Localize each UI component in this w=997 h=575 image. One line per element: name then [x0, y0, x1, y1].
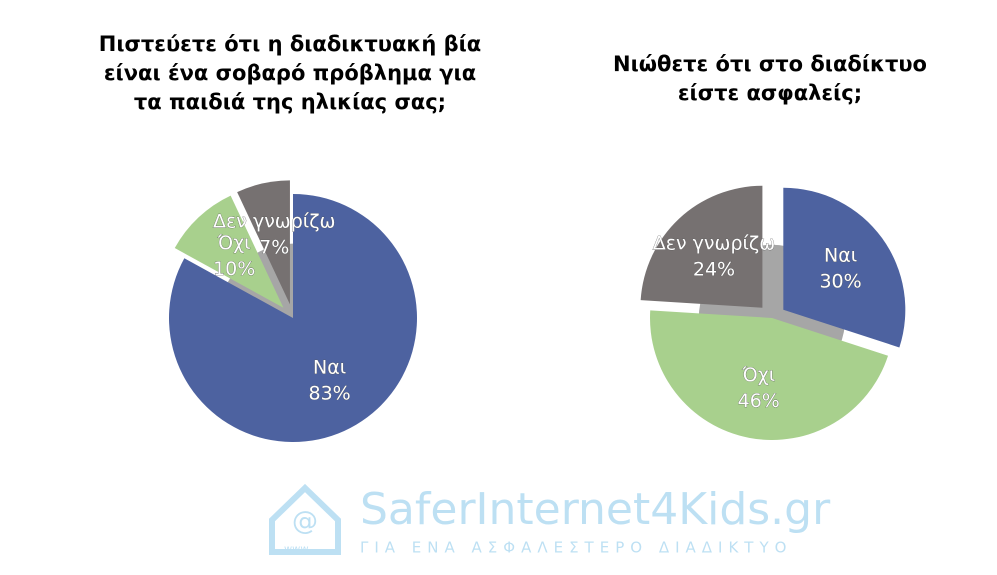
slice-value-label: 46%: [738, 390, 780, 412]
pie-slice: [783, 187, 906, 348]
chart-title: τα παιδιά της ηλικίας σας;: [134, 90, 446, 114]
chart-title: Νιώθετε ότι στο διαδίκτυο: [613, 52, 927, 76]
pie-slice: [169, 194, 417, 442]
watermark-logo: @ www SaferInternet4Kids.gr ΓΙΑ ΕΝΑ ΑΣΦΑ…: [269, 483, 831, 557]
slice-value-label: 10%: [213, 258, 255, 280]
pie-slice: [237, 180, 290, 305]
slice-value-label: 83%: [308, 382, 350, 404]
logo-at: @: [292, 507, 318, 537]
chart-title: Πιστεύετε ότι η διαδικτυακή βία: [99, 32, 481, 56]
pie-slice: [174, 195, 284, 308]
slice-category: Όχι: [741, 364, 775, 386]
pie-slice: [640, 185, 763, 308]
chart-title: είναι ένα σοβαρό πρόβλημα για: [104, 61, 476, 85]
slice-value-label: 30%: [819, 271, 861, 293]
slice-value-label: 24%: [693, 259, 735, 281]
slice-value-label: 7%: [259, 237, 289, 259]
slice-category: Ναι: [313, 356, 346, 378]
slice-category: Όχι: [217, 232, 251, 254]
chart-title: είστε ασφαλείς;: [678, 81, 862, 105]
slice-category: Ναι: [824, 245, 857, 267]
brand: SaferInternet4Kids.gr: [360, 484, 831, 535]
slogan: ΓΙΑ ΕΝΑ ΑΣΦΑΛΕΣΤΕΡΟ ΔΙΑΔΙΚΤΥΟ: [360, 539, 792, 557]
logo-www: www: [284, 544, 309, 555]
pie-slice: [650, 310, 889, 440]
slice-category: Δεν γνωρίζω: [213, 211, 335, 233]
logo-house: [269, 483, 341, 555]
slice-category: Δεν γνωρίζω: [653, 233, 775, 255]
